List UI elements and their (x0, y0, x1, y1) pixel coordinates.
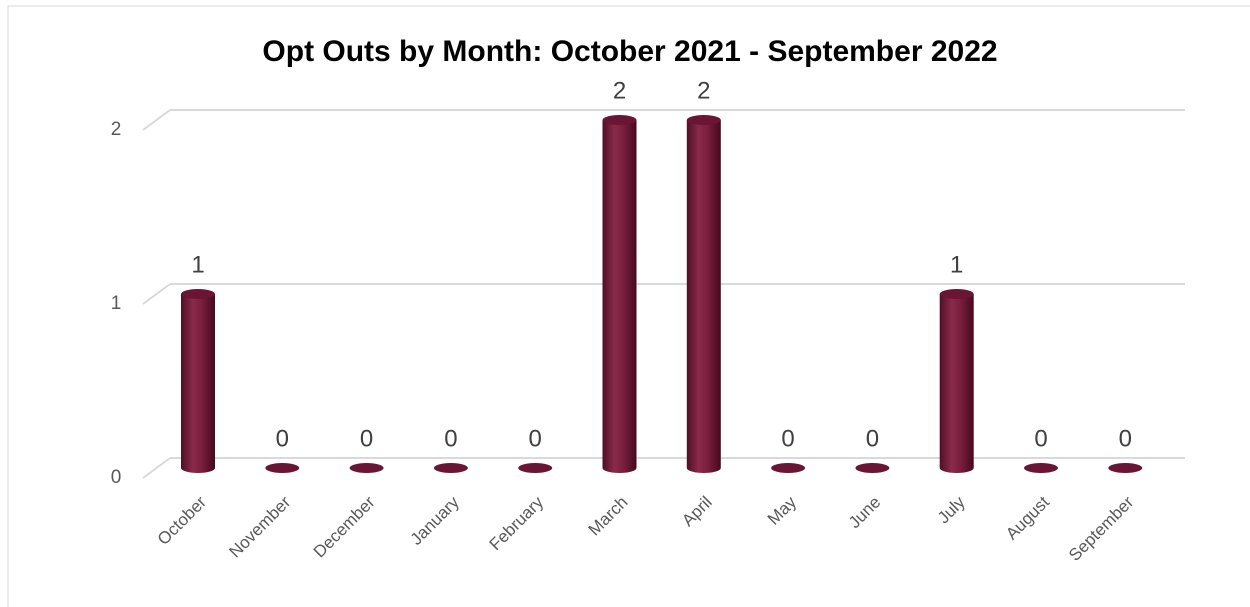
bar (855, 463, 890, 473)
bar (181, 289, 215, 473)
data-label: 0 (781, 425, 794, 452)
grid-line-front (142, 457, 171, 479)
bar (1024, 463, 1058, 473)
bar (518, 463, 553, 473)
y-tick-label: 0 (111, 467, 122, 488)
y-tick-label: 1 (111, 293, 122, 314)
bar (1108, 463, 1143, 473)
bar-body (939, 294, 974, 473)
bar-top (939, 289, 974, 299)
grid-line (142, 283, 1185, 305)
bar (349, 463, 384, 473)
data-label: 0 (444, 425, 457, 452)
bar-body (181, 294, 215, 473)
chart-title: Opt Outs by Month: October 2021 - Septem… (262, 35, 997, 68)
bar (771, 463, 806, 473)
bar-top (855, 463, 890, 473)
data-label: 0 (866, 425, 879, 452)
bar-top (1108, 463, 1143, 473)
bar-top (181, 289, 215, 299)
bar-top (602, 115, 637, 125)
bar-top (771, 463, 806, 473)
bar-top (1024, 463, 1058, 473)
data-label: 1 (191, 251, 204, 278)
data-label: 0 (1034, 425, 1047, 452)
data-label: 0 (360, 425, 373, 452)
data-label: 0 (276, 425, 289, 452)
bar (939, 289, 974, 473)
bar (265, 463, 300, 473)
data-label: 0 (1119, 425, 1132, 452)
grid-line-front (142, 283, 171, 305)
bar-top (433, 463, 468, 473)
bar-top (518, 463, 553, 473)
grid-line-front (142, 109, 171, 131)
data-label: 1 (950, 251, 963, 278)
bar-body (602, 120, 637, 473)
grid-line (142, 457, 1185, 479)
bar-top (686, 115, 721, 125)
bar-top (349, 463, 384, 473)
bar (686, 115, 721, 473)
grid-line (142, 109, 1185, 131)
data-label: 0 (529, 425, 542, 452)
bar (602, 115, 637, 473)
y-tick-label: 2 (111, 119, 122, 140)
data-label: 2 (613, 77, 626, 104)
data-label: 2 (697, 77, 710, 104)
bar (433, 463, 468, 473)
bar-body (686, 120, 721, 473)
bar-top (265, 463, 300, 473)
